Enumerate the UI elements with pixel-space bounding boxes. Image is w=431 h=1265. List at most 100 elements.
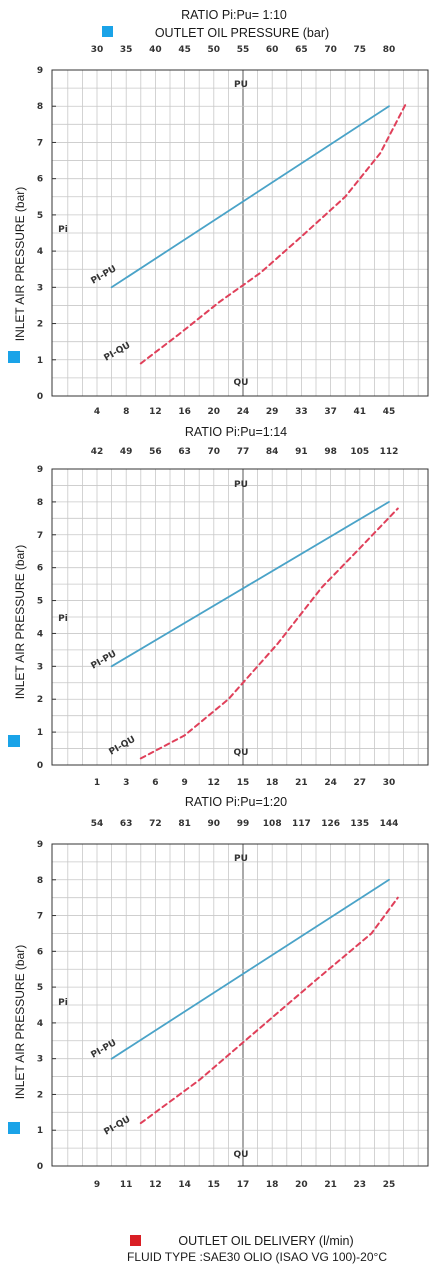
chart-2-series-pi-pu (110, 500, 390, 668)
chart-2-y-tick-label: 5 (37, 597, 43, 607)
chart-2-bottom-tick-label: 12 (208, 778, 221, 788)
chart-2-y-tick-label: 4 (37, 629, 43, 639)
chart-1-y-tick-label: 3 (37, 283, 43, 293)
chart-2-top-tick-label: 91 (295, 447, 308, 457)
chart-3-y-tick-label: 3 (37, 1055, 43, 1065)
chart-1-y-tick-label: 8 (37, 102, 43, 112)
chart-1-bottom-tick-label: 45 (383, 407, 396, 417)
chart-3-top-tick-label: 99 (237, 819, 250, 829)
chart-1-top-tick-label: 30 (91, 45, 104, 55)
chart-1-bottom-tick-label: 12 (149, 407, 162, 417)
chart-3-y-tick-label: 9 (37, 840, 43, 850)
chart-2-pi-label: Pi (58, 614, 68, 624)
chart-3-ylabel: INLET AIR PRESSURE (bar) (13, 945, 27, 1100)
chart-3-pi-qu-label: PI-QU (103, 1115, 133, 1138)
chart-1-bottom-tick-label: 41 (354, 407, 367, 417)
chart-2-y-tick-label: 2 (37, 695, 43, 705)
chart-2-bottom-tick-label: 3 (123, 778, 129, 788)
chart-1-top-tick-label: 35 (120, 45, 133, 55)
chart-1-series-pi-pu (110, 105, 390, 289)
chart-1-top-tick-label: 50 (208, 45, 221, 55)
chart-2-top-tick-label: 42 (91, 447, 104, 457)
chart-3-series-pi-pu (110, 878, 390, 1060)
chart-1-bottom-ticks: 4 8 12 16 20 24 29 33 37 41 45 (94, 407, 395, 417)
chart-3-series (110, 878, 399, 1125)
chart-1-y-tick-label: 6 (37, 175, 43, 185)
chart-2-bottom-tick-label: 21 (295, 778, 308, 788)
chart-1-bottom-tick-label: 4 (94, 407, 100, 417)
chart-2-y-tick-label: 6 (37, 564, 43, 574)
chart-3-frame (51, 843, 429, 1167)
chart-3-qu-label: QU (234, 1150, 249, 1160)
chart-2-top-tick-label: 56 (149, 447, 162, 457)
chart-1-top-tick-label: 40 (149, 45, 162, 55)
chart-3-top-tick-label: 81 (178, 819, 191, 829)
chart-3-top-tick-label: 126 (321, 819, 340, 829)
chart-2-y-tick-label: 9 (37, 465, 43, 475)
chart-3-bottom-tick-label: 14 (178, 1180, 191, 1190)
chart-2-grid (52, 468, 428, 766)
chart-1-top-tick-label: 70 (324, 45, 337, 55)
chart-2-air-marker (8, 735, 20, 747)
chart-2-bottom-tick-label: 24 (324, 778, 337, 788)
chart-1-bottom-tick-label: 33 (295, 407, 308, 417)
chart-2-bottom-tick-label: 6 (152, 778, 158, 788)
chart-2-bottom-tick-label: 18 (266, 778, 279, 788)
chart-2-top-tick-label: 98 (324, 447, 337, 457)
chart-2-qu-label: QU (234, 748, 249, 758)
chart-3-top-tick-label: 63 (120, 819, 133, 829)
chart-2-bottom-tick-label: 30 (383, 778, 396, 788)
chart-1-top-tick-label: 80 (383, 45, 396, 55)
chart-1-air-marker (8, 351, 20, 363)
chart-1-y-tick-label: 0 (37, 392, 43, 402)
chart-1-y-tick-label: 2 (37, 320, 43, 330)
chart-1-bottom-tick-label: 16 (178, 407, 191, 417)
chart-1-bottom-tick-label: 37 (324, 407, 337, 417)
chart-2-top-tick-label: 77 (237, 447, 250, 457)
chart-3-top-tick-label: 54 (91, 819, 104, 829)
chart-3-bottom-tick-label: 11 (120, 1180, 133, 1190)
chart-2-bottom-ticks: 1 3 6 9 12 15 18 21 24 27 30 (94, 778, 395, 788)
chart-2-top-tick-label: 84 (266, 447, 279, 457)
chart-2-y-tick-label: 0 (37, 761, 43, 771)
chart-3-bottom-tick-label: 12 (149, 1180, 162, 1190)
chart-3-top-tick-label: 135 (350, 819, 369, 829)
chart-2-bottom-tick-label: 9 (181, 778, 187, 788)
chart-1-y-ticks: 0 1 2 3 4 5 6 7 8 9 (37, 66, 56, 402)
chart-1-bottom-tick-label: 29 (266, 407, 279, 417)
chart-2-y-tick-label: 1 (37, 728, 43, 738)
delivery-axis-title: OUTLET OIL DELIVERY (l/min) (178, 1234, 353, 1248)
chart-3-pu-label: PU (234, 854, 248, 864)
chart-1-y-tick-label: 4 (37, 247, 43, 257)
chart-2-pi-pu-label: PI-PU (90, 649, 119, 671)
chart-3-grid (52, 843, 428, 1167)
chart-3-y-tick-label: 7 (37, 912, 43, 922)
chart-3-bottom-tick-label: 18 (266, 1180, 279, 1190)
chart-3-title: RATIO Pi:Pu=1:20 (185, 795, 287, 809)
chart-3-pi-label: Pi (58, 998, 68, 1008)
chart-1-pu-label: PU (234, 80, 248, 90)
chart-2-y-tick-label: 3 (37, 662, 43, 672)
chart-2-y-tick-label: 8 (37, 498, 43, 508)
chart-2-top-tick-label: 49 (120, 447, 133, 457)
chart-2-top-tick-label: 63 (178, 447, 191, 457)
pressure-axis-title: OUTLET OIL PRESSURE (bar) (155, 26, 329, 40)
chart-2-y-ticks: 0 1 2 3 4 5 6 7 8 9 (37, 465, 56, 771)
chart-3-bottom-tick-label: 9 (94, 1180, 100, 1190)
chart-2-top-ticks: 42 49 56 63 70 77 84 91 98 105 112 (91, 447, 399, 457)
chart-1-top-tick-label: 75 (354, 45, 367, 55)
chart-2-y-tick-label: 7 (37, 531, 43, 541)
chart-1-y-tick-label: 7 (37, 138, 43, 148)
chart-3-y-tick-label: 0 (37, 1162, 43, 1172)
chart-1-ylabel: INLET AIR PRESSURE (bar) (13, 187, 27, 342)
chart-1-series-pi-qu (139, 101, 408, 365)
chart-3-y-tick-label: 8 (37, 876, 43, 886)
chart-1-top-tick-label: 45 (178, 45, 191, 55)
chart-3-bottom-tick-label: 23 (354, 1180, 367, 1190)
chart-3-air-marker (8, 1122, 20, 1134)
chart-3-bottom-tick-label: 17 (237, 1180, 250, 1190)
chart-3-y-ticks: 0 1 2 3 4 5 6 7 8 9 (37, 840, 56, 1172)
chart-2-frame (51, 468, 429, 766)
